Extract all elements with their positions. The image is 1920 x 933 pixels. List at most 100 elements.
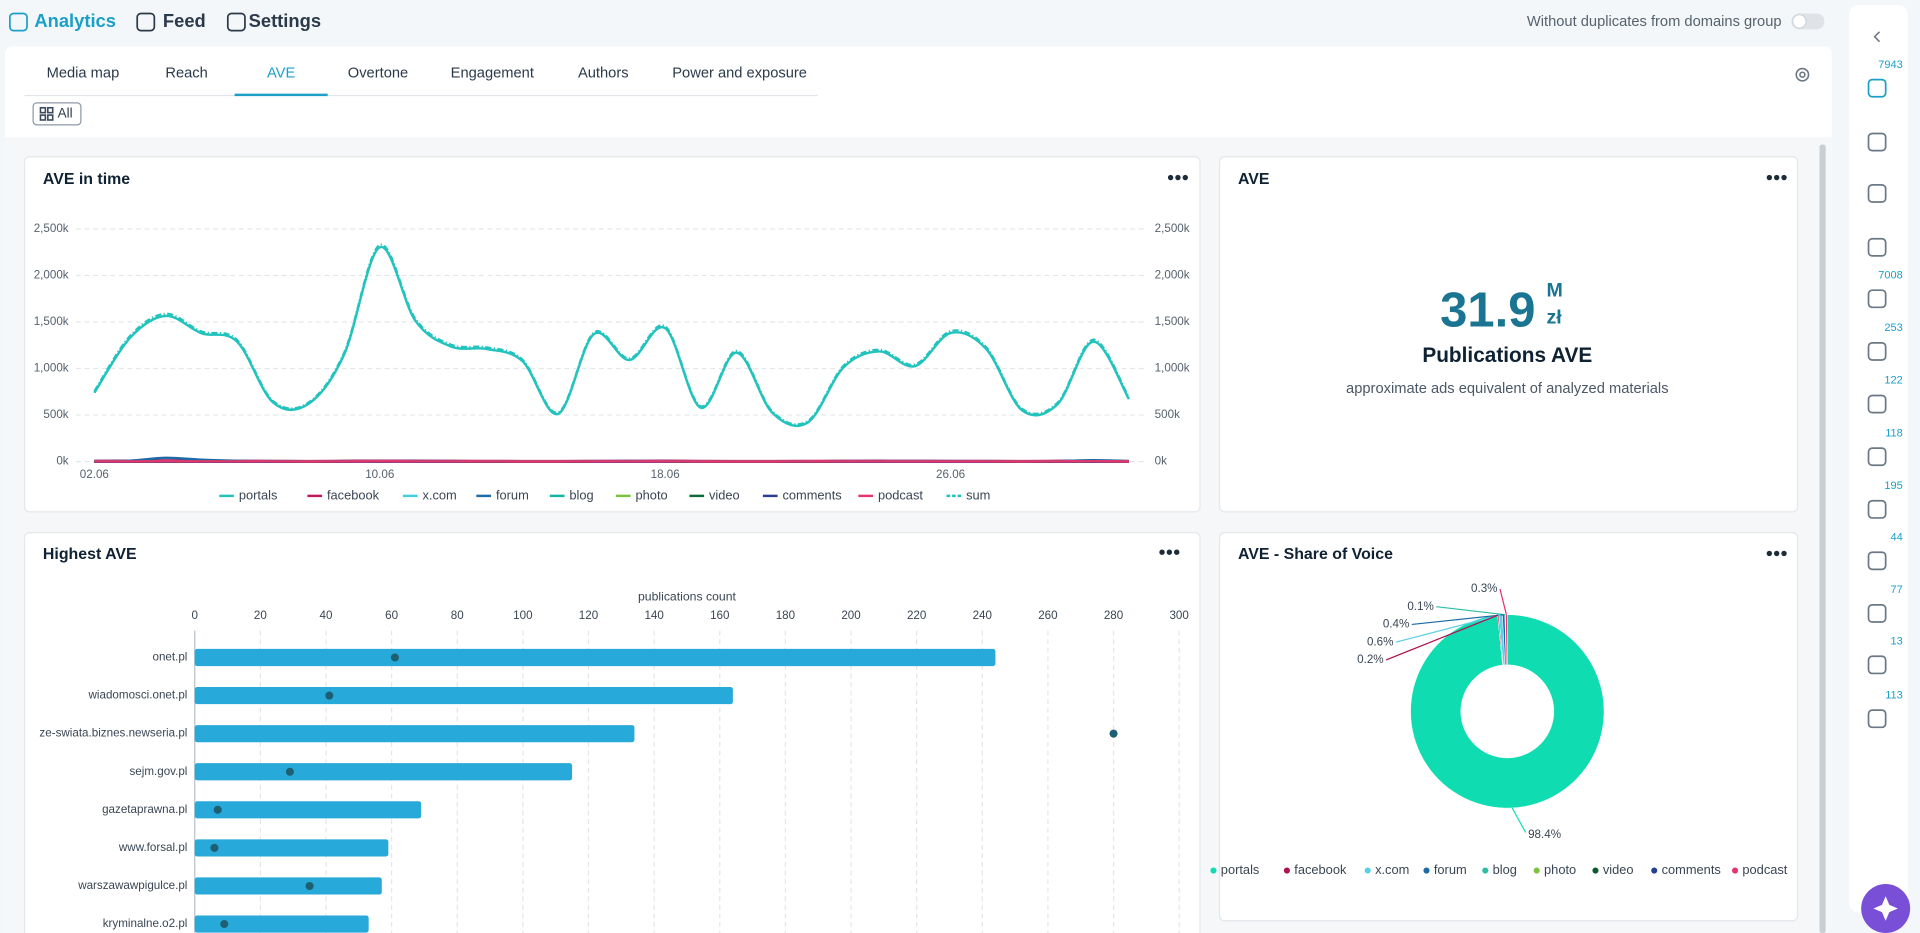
menu-dot[interactable] (1174, 549, 1180, 555)
scrollbar (1819, 144, 1826, 933)
menu-dot[interactable] (1182, 174, 1188, 181)
sidebar-icon[interactable] (1867, 551, 1887, 571)
legend-label[interactable]: podcast (1742, 862, 1787, 877)
card (1218, 156, 1799, 513)
leader-line (1385, 614, 1499, 661)
card-title: AVE - Share of Voice (1238, 546, 1393, 563)
category-label: kryminalne.o2.pl (103, 917, 188, 930)
sidebar-icon[interactable] (1867, 132, 1887, 152)
toggle-label: Without duplicates from domains group (1527, 14, 1782, 30)
sidebar-count: 113 (1885, 689, 1903, 701)
x-tick-label: 200 (841, 609, 861, 622)
bar[interactable] (194, 763, 573, 781)
bar[interactable] (194, 877, 382, 895)
leader-line (1395, 614, 1501, 643)
legend-label[interactable]: podcast (878, 487, 923, 502)
bar[interactable] (194, 801, 422, 819)
tab[interactable]: Media map (47, 65, 120, 81)
ai-button[interactable] (1861, 884, 1911, 933)
sidebar-icon[interactable] (1867, 289, 1887, 309)
legend-label[interactable]: photo (636, 487, 668, 502)
legend-swatch (1533, 867, 1540, 874)
nav-item[interactable]: Settings (249, 10, 321, 31)
toggle[interactable] (1791, 13, 1825, 30)
sidebar-icon[interactable] (1867, 184, 1887, 203)
settings-gear[interactable] (1795, 67, 1810, 82)
legend-label[interactable]: portals (1221, 862, 1260, 877)
legend-label[interactable]: x.com (1375, 862, 1409, 877)
sidebar-icon[interactable] (1867, 709, 1887, 729)
tab[interactable]: AVE (267, 65, 296, 81)
tab[interactable]: Overtone (348, 65, 408, 81)
nav-item[interactable]: Feed (163, 10, 206, 31)
y-tick-label: 1,500k (34, 315, 69, 328)
nav-item[interactable]: Analytics (34, 10, 116, 31)
legend-label[interactable]: facebook (327, 487, 380, 502)
x-tick-label: 10.06 (365, 468, 394, 481)
sidebar-icon[interactable] (1867, 78, 1887, 98)
legend-swatch (1210, 867, 1217, 874)
nav-icon[interactable] (136, 12, 156, 32)
y-tick-label: 0k (56, 455, 68, 468)
sidebar-icon[interactable] (1867, 499, 1887, 519)
legend-label[interactable]: video (709, 487, 740, 502)
dot (305, 881, 314, 891)
sidebar-icon[interactable] (1867, 237, 1887, 257)
slice-label: 0.3% (1471, 582, 1498, 595)
bar[interactable] (194, 648, 996, 667)
legend-label[interactable]: forum (1434, 862, 1467, 877)
legend-label[interactable]: blog (569, 487, 593, 502)
x-tick-label: 160 (710, 609, 730, 622)
nav-icon[interactable] (9, 12, 28, 32)
legend-label[interactable]: photo (1544, 862, 1576, 877)
slice-label: 0.2% (1357, 653, 1384, 666)
bar[interactable] (194, 725, 635, 743)
bar[interactable] (194, 687, 733, 705)
legend-label[interactable]: x.com (422, 487, 456, 502)
filter-button[interactable]: All (32, 102, 82, 126)
menu-dot[interactable] (1766, 174, 1773, 181)
sidebar-icon[interactable] (1867, 394, 1887, 414)
sidebar-count: 77 (1891, 584, 1903, 596)
legend-swatch (1283, 867, 1290, 874)
menu-dot[interactable] (1167, 174, 1174, 181)
tab[interactable]: Engagement (451, 65, 534, 81)
pie-slice[interactable] (1410, 614, 1605, 809)
legend-label[interactable]: comments (782, 487, 841, 502)
bar[interactable] (194, 839, 389, 857)
menu-dot[interactable] (1773, 174, 1780, 181)
legend-label[interactable]: facebook (1294, 862, 1347, 877)
tab[interactable]: Reach (165, 65, 207, 81)
sidebar-icon[interactable] (1867, 447, 1887, 467)
legend-label[interactable]: blog (1493, 862, 1517, 877)
sidebar-count: 195 (1884, 480, 1902, 492)
y-tick-label: 2,500k (34, 222, 69, 235)
menu-dot[interactable] (1773, 550, 1780, 557)
sidebar-icon[interactable] (1867, 341, 1887, 361)
sidebar-icon[interactable] (1867, 604, 1887, 623)
legend-label[interactable]: comments (1662, 862, 1721, 877)
menu-dot[interactable] (1159, 549, 1165, 555)
bar[interactable] (194, 915, 369, 933)
menu-dot[interactable] (1766, 550, 1773, 557)
legend-label[interactable]: video (1603, 862, 1634, 877)
y-tick-label: 2,000k (34, 269, 69, 282)
menu-dot[interactable] (1166, 549, 1173, 555)
nav-icon[interactable] (226, 12, 246, 32)
axis-title: publications count (638, 590, 737, 604)
menu-dot[interactable] (1175, 174, 1181, 181)
x-tick-label: 0 (192, 609, 199, 622)
filter-label[interactable]: All (58, 105, 73, 120)
collapse-button[interactable] (1873, 31, 1881, 43)
card-title: AVE in time (43, 171, 130, 188)
sidebar-icon[interactable] (1867, 655, 1887, 675)
menu-dot[interactable] (1781, 174, 1787, 181)
menu-dot[interactable] (1781, 550, 1787, 557)
legend-label[interactable]: sum (966, 487, 990, 502)
tab[interactable]: Authors (578, 65, 629, 81)
x-tick-label: 240 (973, 609, 993, 622)
legend-label[interactable]: forum (496, 487, 529, 502)
tab[interactable]: Power and exposure (672, 65, 807, 81)
y2-tick-label: 2,000k (1155, 269, 1190, 282)
legend-label[interactable]: portals (239, 487, 278, 502)
